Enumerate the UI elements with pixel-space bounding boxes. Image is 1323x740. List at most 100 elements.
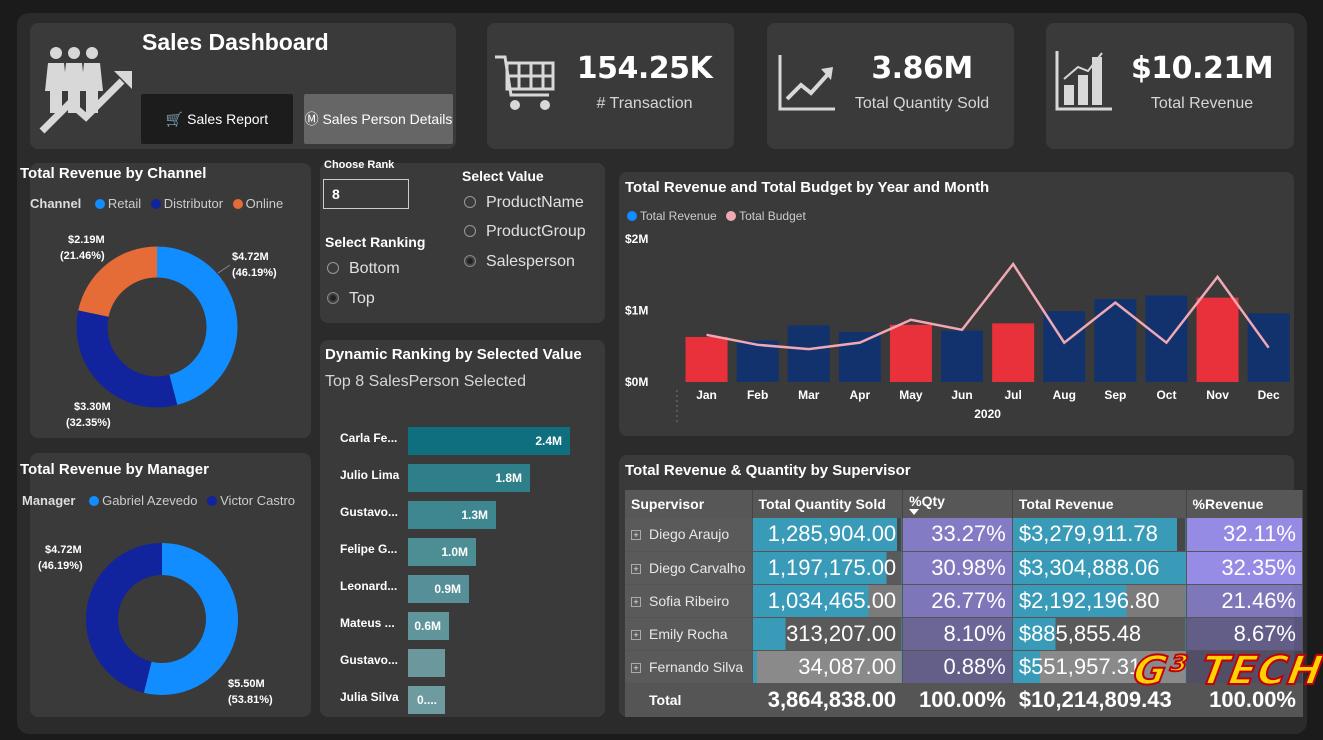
pct-revenue-cell: 32.35%: [1186, 551, 1304, 585]
ranking-bar-value: 2.4M: [535, 434, 562, 448]
supervisor-name[interactable]: + Sofia Ribeiro: [625, 584, 753, 618]
qty-cell: 1,285,904.00: [752, 518, 904, 552]
supervisor-name-text: Fernando Silva: [649, 658, 744, 675]
label-victor-pct: (46.19%): [38, 560, 83, 572]
radio-top-label: Top: [349, 290, 375, 307]
revenue-cell: $3,304,888.06: [1012, 551, 1187, 585]
radio-bottom-label: Bottom: [349, 260, 400, 277]
y-tick-label: $1M: [625, 304, 648, 318]
pct-qty-cell: 8.10%: [902, 617, 1013, 651]
revenue-bar[interactable]: [889, 324, 932, 382]
radio-bottom[interactable]: Bottom: [327, 260, 400, 278]
ranking-bar[interactable]: 1.3M: [408, 501, 496, 529]
table-row[interactable]: + Fernando Silva 34,087.00 0.88% $551,957.31: [625, 650, 1304, 684]
expand-icon[interactable]: +: [631, 662, 641, 673]
revenue-budget-legend: Total Revenue Total Budget: [627, 209, 806, 223]
legend-dot-revenue: [627, 211, 637, 221]
shopping-cart-icon: [495, 55, 555, 110]
label-victor: $4.72M: [45, 544, 82, 556]
pct-revenue-cell: [1186, 650, 1304, 684]
rank-input[interactable]: 8: [323, 179, 409, 209]
ranking-bar[interactable]: 0....: [408, 686, 445, 714]
revenue-cell: $3,279,911.78: [1012, 518, 1187, 552]
ranking-bar[interactable]: 1.0M: [408, 538, 476, 566]
x-tick-label: Apr: [850, 388, 871, 402]
revenue-cell: $885,855.48: [1012, 617, 1187, 651]
revenue-bar[interactable]: [1196, 297, 1239, 382]
supervisor-name[interactable]: + Diego Carvalho: [625, 551, 753, 585]
sales-report-button[interactable]: 🛒 Sales Report: [141, 94, 293, 144]
x-tick-label: Oct: [1156, 388, 1176, 402]
qty-cell: 34,087.00: [752, 650, 904, 684]
manager-donut-panel: Total Revenue by Manager Manager Gabriel…: [20, 453, 311, 717]
col-supervisor[interactable]: Supervisor: [625, 490, 753, 518]
donut-slice-victor[interactable]: [86, 543, 238, 695]
supervisor-name-text: Emily Rocha: [649, 625, 728, 642]
ranking-label: Gustavo...: [340, 505, 399, 519]
label-retail-pct: (46.19%): [232, 267, 277, 279]
x-tick-label: Jan: [696, 388, 717, 402]
x-tick-label: Feb: [747, 388, 768, 402]
pct-revenue-cell: 21.46%: [1186, 584, 1304, 618]
legend-total-budget: Total Budget: [739, 209, 806, 223]
ranking-bar[interactable]: 0.6M: [408, 612, 449, 640]
ranking-bar[interactable]: 1.8M: [408, 464, 530, 492]
supervisor-name[interactable]: + Emily Rocha: [625, 617, 753, 651]
expand-icon[interactable]: +: [631, 629, 641, 640]
ranking-label: Julio Lima: [340, 468, 400, 482]
col-pct-revenue[interactable]: %Revenue: [1186, 490, 1304, 518]
expand-icon[interactable]: +: [631, 596, 641, 607]
ranking-label: Carla Fe...: [340, 431, 398, 445]
x-tick-label: Jun: [951, 388, 972, 402]
col-pct-qty[interactable]: %Qty: [902, 490, 1013, 518]
supervisor-name[interactable]: + Diego Araujo: [625, 518, 753, 552]
supervisor-table: Supervisor Total Quantity Sold %Qty Tota…: [625, 490, 1304, 717]
legend-gabriel: Gabriel Azevedo: [102, 493, 198, 508]
radio-productname[interactable]: ProductName: [464, 194, 584, 212]
ranking-subtitle: Top 8 SalesPerson Selected: [325, 373, 527, 390]
ranking-bar[interactable]: 2.4M: [408, 427, 570, 455]
kpi-transactions-label: # Transaction: [596, 95, 693, 112]
revenue-bar[interactable]: [941, 330, 984, 382]
table-row[interactable]: + Emily Rocha 313,207.00 8.10% $885,855.48 8.…: [625, 617, 1304, 651]
radio-top[interactable]: Top: [327, 290, 375, 308]
pct-revenue-cell: 32.11%: [1186, 518, 1304, 552]
legend-dot-budget: [726, 211, 737, 221]
revenue-bar[interactable]: [992, 323, 1035, 382]
legend-title: Channel: [30, 196, 82, 211]
budget-line[interactable]: [706, 261, 1270, 351]
revenue-bar[interactable]: [736, 340, 779, 382]
ranking-bar-value: 0.6M: [414, 619, 441, 633]
table-row[interactable]: + Diego Carvalho 1,197,175.00 30.98% $3,304,…: [625, 551, 1304, 585]
table-row[interactable]: + Sofia Ribeiro 1,034,465.00 26.77% $2,192,1…: [625, 584, 1304, 618]
ranking-bar-value: 1.0M: [441, 545, 468, 559]
donut-slice-distributor[interactable]: [76, 246, 238, 408]
radio-salesperson[interactable]: Salesperson: [464, 253, 575, 271]
bar-chart-icon: [1055, 51, 1112, 111]
col-total-revenue[interactable]: Total Revenue: [1012, 490, 1187, 518]
col-total-quantity[interactable]: Total Quantity Sold: [752, 490, 904, 518]
revenue-bar[interactable]: [1145, 295, 1188, 382]
x-tick-label: Jul: [1004, 388, 1021, 402]
label-gabriel-pct: (53.81%): [228, 694, 273, 706]
table-total-row: Total 3,864,838.00 100.00% $10,214,809.43 10…: [625, 683, 1304, 717]
revenue-bar[interactable]: [685, 336, 728, 382]
ranking-bar[interactable]: [408, 649, 445, 677]
expand-icon[interactable]: +: [631, 563, 641, 574]
expand-icon[interactable]: +: [631, 530, 641, 541]
manager-chart-title: Total Revenue by Manager: [20, 461, 209, 478]
total-pct-revenue: 100.00%: [1186, 683, 1304, 717]
sales-person-details-button[interactable]: Ⓜ Sales Person Details: [304, 94, 453, 144]
total-pct-qty: 100.00%: [902, 683, 1013, 717]
supervisor-name[interactable]: + Fernando Silva: [625, 650, 753, 684]
revenue-bar[interactable]: [787, 325, 830, 382]
table-row[interactable]: + Diego Araujo 1,285,904.00 33.27% $3,279,91…: [625, 518, 1304, 552]
channel-donut-panel: Total Revenue by Channel Channel Retail …: [20, 163, 311, 438]
donut-slice-online[interactable]: [76, 246, 238, 408]
radio-productgroup[interactable]: ProductGroup: [464, 223, 586, 241]
revenue-bar[interactable]: [838, 331, 881, 382]
ranking-bar[interactable]: 0.9M: [408, 575, 469, 603]
x-tick-label: May: [899, 388, 923, 402]
col-pct-qty-label: %Qty: [909, 493, 945, 509]
revenue-bar[interactable]: [1094, 299, 1137, 382]
